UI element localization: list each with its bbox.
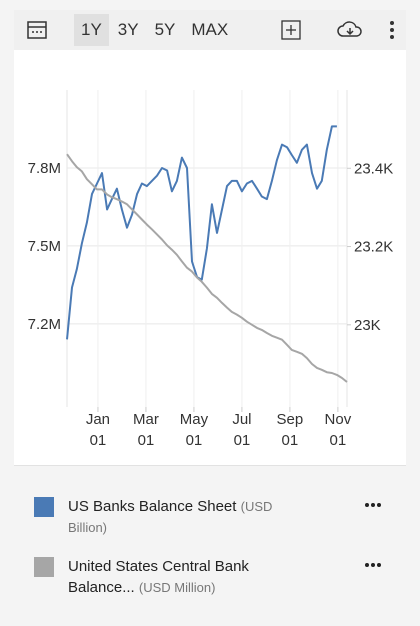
y-tick-label: 7.8M	[28, 160, 61, 177]
y2-tick-label: 23.4K	[354, 160, 393, 177]
menu-dots	[365, 503, 381, 507]
legend-swatch	[34, 557, 54, 577]
range-button[interactable]: 5Y	[154, 20, 176, 39]
range-button[interactable]: MAX	[191, 20, 229, 39]
more-icon[interactable]	[387, 18, 397, 42]
legend-item[interactable]: US Banks Balance Sheet (USD Billion)	[34, 496, 288, 538]
calendar-icon[interactable]	[24, 18, 54, 42]
x-tick-label: Jul 01	[232, 411, 251, 449]
chart: 7.2M 7.5M 7.8M 23K 23.2K 23.4K Jan 01 Mar 01 May 01…	[28, 90, 393, 449]
y-tick-label: 7.2M	[28, 316, 61, 333]
legend-swatch	[34, 497, 54, 517]
series-line	[66, 153, 348, 383]
x-tick-label: Jan 01	[86, 411, 110, 449]
menu-dot	[365, 563, 369, 567]
range-button[interactable]: 3Y	[117, 20, 139, 39]
add-icon[interactable]	[279, 18, 303, 42]
chart-panel: 7.2M 7.5M 7.8M 23K 23.2K 23.4K Jan 01 Mar 01 May 01…	[14, 50, 406, 465]
menu-dot	[371, 563, 375, 567]
y-tick-label: 7.5M	[28, 238, 61, 255]
legend-unit: (USD Million)	[138, 580, 216, 595]
y2-tick-label: 23.2K	[354, 239, 393, 256]
menu-dot	[377, 563, 381, 567]
y2-tick-label: 23K	[354, 317, 381, 334]
menu-dot	[365, 503, 369, 507]
legend-unit: (USD Billion)	[68, 499, 273, 535]
legend: US Banks Balance Sheet (USD Billion) Unit…	[14, 465, 406, 626]
x-tick-label: May 01	[180, 411, 209, 449]
legend-text: US Banks Balance Sheet (USD Billion)	[68, 496, 288, 538]
toolbar: 1Y 3Y 5Y MAX	[14, 10, 406, 50]
legend-item[interactable]: United States Central Bank Balance... (U…	[34, 556, 288, 598]
legend-name: US Banks Balance Sheet	[68, 498, 237, 515]
x-tick-label: Mar 01	[133, 411, 159, 449]
series-line	[66, 125, 337, 340]
range-button[interactable]: 1Y	[74, 14, 109, 46]
menu-dot	[371, 503, 375, 507]
menu-dots	[365, 563, 381, 567]
menu-dot	[377, 503, 381, 507]
x-tick-label: Sep 01	[277, 411, 304, 449]
legend-menu[interactable]	[364, 492, 382, 513]
legend-menu[interactable]	[364, 552, 382, 573]
legend-text: United States Central Bank Balance... (U…	[68, 556, 288, 598]
download-icon[interactable]	[335, 18, 365, 42]
legend-name: United States Central Bank Balance...	[68, 558, 249, 596]
x-tick-label: Nov 01	[325, 411, 352, 449]
